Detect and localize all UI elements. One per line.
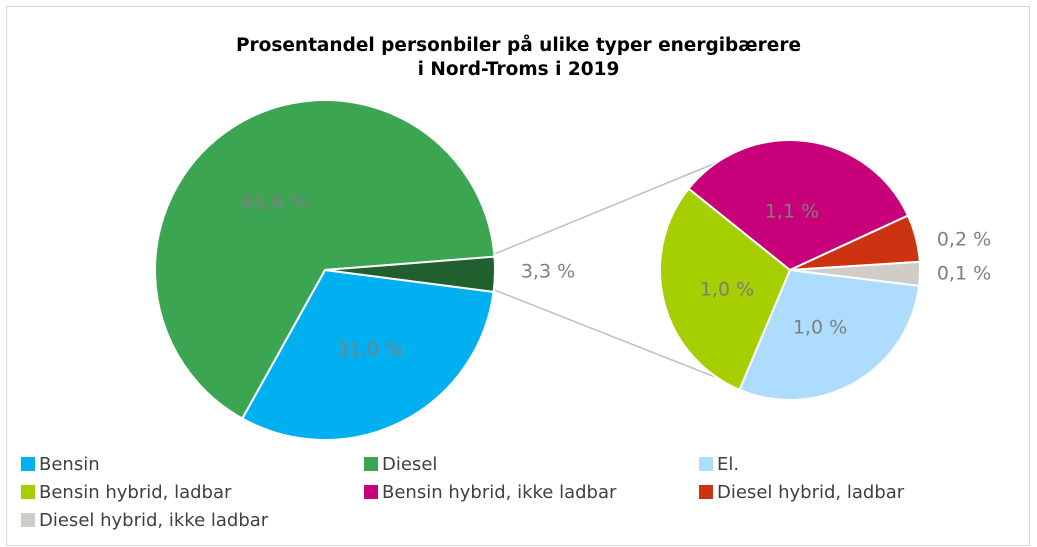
data-label: 0,1 % xyxy=(937,263,991,285)
pie-slice xyxy=(738,268,921,401)
pie-slice xyxy=(324,255,496,294)
legend-label: Bensin hybrid, ikke ladbar xyxy=(382,482,617,503)
legend-swatch xyxy=(21,457,35,471)
legend-label: Bensin xyxy=(39,454,100,475)
legend-swatch xyxy=(21,485,35,499)
data-label: 31,0 % xyxy=(337,339,403,361)
chart-title: Prosentandel personbiler på ulike typer … xyxy=(235,35,802,80)
data-label: 1,0 % xyxy=(793,317,847,339)
legend-entry: Diesel hybrid, ikke ladbar xyxy=(21,511,268,531)
legend-label: Diesel hybrid, ladbar xyxy=(717,482,905,503)
legend-entry: Diesel xyxy=(364,455,437,475)
data-label: 1,1 % xyxy=(765,201,819,223)
pie-slice xyxy=(687,139,910,272)
legend-entry: El. xyxy=(699,455,739,475)
data-label: 3,3 % xyxy=(521,261,575,283)
legend-label: El. xyxy=(717,454,740,475)
pie-slice xyxy=(659,187,792,392)
legend-label: Diesel xyxy=(382,454,438,475)
data-label: 0,2 % xyxy=(937,229,991,251)
connector-line xyxy=(491,288,739,387)
legend-swatch xyxy=(699,485,713,499)
pie-slice xyxy=(789,260,921,287)
connector-line xyxy=(491,157,729,256)
legend-swatch xyxy=(364,457,378,471)
pie-slice xyxy=(154,99,496,420)
legend-entry: Bensin xyxy=(21,455,100,475)
legend-entry: Diesel hybrid, ladbar xyxy=(699,483,904,503)
data-label: 1,0 % xyxy=(700,279,754,301)
legend-swatch xyxy=(21,513,35,527)
chart-frame xyxy=(6,6,1030,546)
legend-entry: Bensin hybrid, ladbar xyxy=(21,483,231,503)
legend-swatch xyxy=(364,485,378,499)
legend-label: Bensin hybrid, ladbar xyxy=(39,482,232,503)
legend-entry: Bensin hybrid, ikke ladbar xyxy=(364,483,616,503)
data-label: 65,6 % xyxy=(242,192,308,214)
legend-swatch xyxy=(699,457,713,471)
pie-slice xyxy=(240,268,495,441)
legend-label: Diesel hybrid, ikke ladbar xyxy=(39,510,269,531)
